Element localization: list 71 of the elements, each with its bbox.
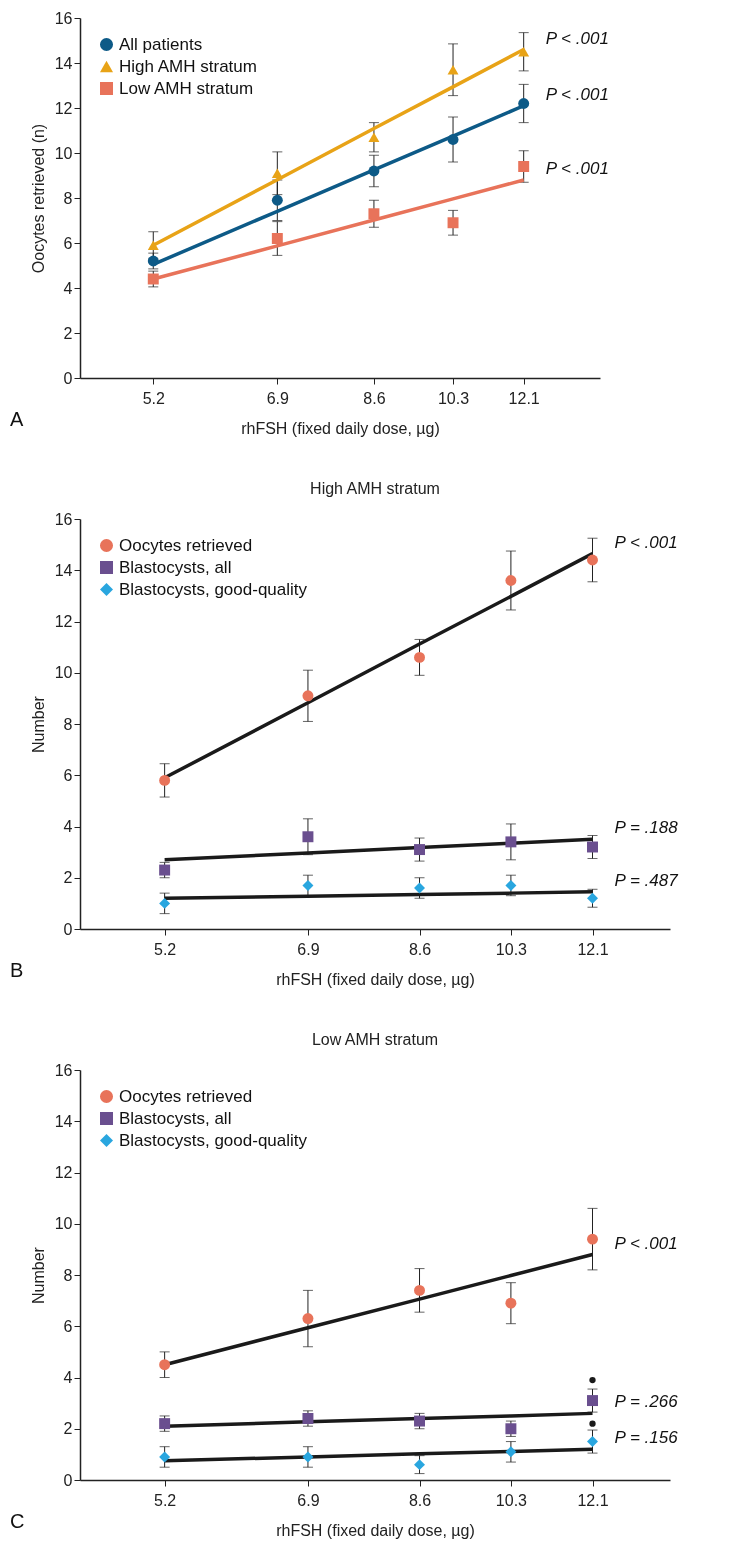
- chart-title: High AMH stratum: [310, 480, 440, 497]
- annotation: P < .001: [545, 159, 609, 178]
- y-tick-label: 10: [54, 664, 73, 682]
- y-tick-label: 2: [63, 324, 73, 342]
- legend-label: Blastocysts, good-quality: [119, 579, 308, 599]
- y-axis-title: Number: [29, 695, 47, 753]
- x-tick-label: 12.1: [508, 389, 540, 407]
- y-tick-label: 0: [63, 920, 73, 938]
- annotation: P < .001: [614, 532, 678, 552]
- x-tick-label: 6.9: [297, 1491, 320, 1509]
- y-tick-label: 4: [63, 1369, 73, 1386]
- legend-label: Oocytes retrieved: [119, 535, 253, 555]
- x-axis-title: rhFSH (fixed daily dose, µg): [276, 1521, 475, 1539]
- legend-label: Blastocysts, all: [119, 557, 232, 577]
- y-tick-label: 16: [54, 9, 73, 27]
- y-tick-label: 4: [63, 818, 73, 835]
- x-tick-label: 8.6: [363, 389, 386, 407]
- y-tick-label: 4: [63, 279, 73, 297]
- y-tick-label: 8: [63, 715, 73, 733]
- legend-label: Blastocysts, good-quality: [119, 1130, 308, 1150]
- y-tick-label: 2: [63, 1420, 73, 1438]
- x-tick-label: 5.2: [154, 940, 177, 958]
- y-axis-title: Oocytes retrieved (n): [29, 123, 47, 274]
- y-tick-label: 0: [63, 1471, 73, 1489]
- y-tick-label: 12: [54, 1164, 73, 1181]
- annotation: P = .188: [614, 818, 679, 838]
- x-axis-title: rhFSH (fixed daily dose, µg): [276, 970, 475, 988]
- annotation: P = .156: [614, 1428, 679, 1448]
- y-tick-label: 8: [63, 189, 73, 207]
- legend-label: Oocytes retrieved: [119, 1086, 253, 1106]
- legend-label: High AMH stratum: [119, 56, 257, 76]
- x-tick-label: 10.3: [495, 940, 528, 958]
- x-tick-label: 8.6: [408, 1491, 432, 1509]
- y-tick-label: 6: [63, 1317, 73, 1335]
- y-tick-label: 0: [63, 369, 73, 387]
- x-tick-label: 5.2: [154, 1491, 177, 1509]
- x-tick-label: 12.1: [577, 940, 609, 958]
- y-tick-label: 10: [54, 1215, 73, 1233]
- text: B: [10, 959, 24, 981]
- text: A: [10, 408, 24, 430]
- y-tick-label: 2: [63, 869, 73, 887]
- y-tick-label: 10: [54, 144, 73, 162]
- y-tick-label: 14: [54, 561, 73, 579]
- legend-label: All patients: [119, 34, 203, 54]
- y-tick-label: 6: [63, 766, 73, 784]
- x-tick-label: 5.2: [142, 389, 165, 407]
- annotation: P < .001: [545, 28, 609, 48]
- annotation: P = .266: [614, 1392, 679, 1412]
- y-tick-label: 6: [63, 234, 73, 252]
- x-axis-title: rhFSH (fixed daily dose, µg): [241, 419, 440, 437]
- x-tick-label: 10.3: [495, 1491, 528, 1509]
- annotation: P < .001: [545, 84, 609, 104]
- x-tick-label: 8.6: [408, 940, 432, 958]
- x-tick-label: 6.9: [266, 389, 290, 407]
- legend-label: Blastocysts, all: [119, 1108, 232, 1128]
- chart-title: Low AMH stratum: [311, 1031, 439, 1048]
- y-tick-label: 16: [54, 1061, 73, 1079]
- y-tick-label: 12: [54, 99, 73, 117]
- y-tick-label: 8: [63, 1266, 73, 1284]
- x-tick-label: 6.9: [297, 940, 320, 958]
- x-tick-label: 10.3: [437, 389, 470, 407]
- legend-label: Low AMH stratum: [119, 78, 254, 98]
- y-tick-label: 14: [54, 1112, 73, 1130]
- annotation: P < .001: [614, 1233, 678, 1253]
- text: C: [10, 1510, 25, 1532]
- annotation: P = .487: [614, 870, 679, 890]
- y-tick-label: 12: [54, 613, 73, 630]
- y-axis-title: Number: [29, 1246, 47, 1304]
- y-tick-label: 16: [54, 510, 73, 528]
- y-tick-label: 14: [54, 54, 73, 72]
- x-tick-label: 12.1: [577, 1491, 609, 1509]
